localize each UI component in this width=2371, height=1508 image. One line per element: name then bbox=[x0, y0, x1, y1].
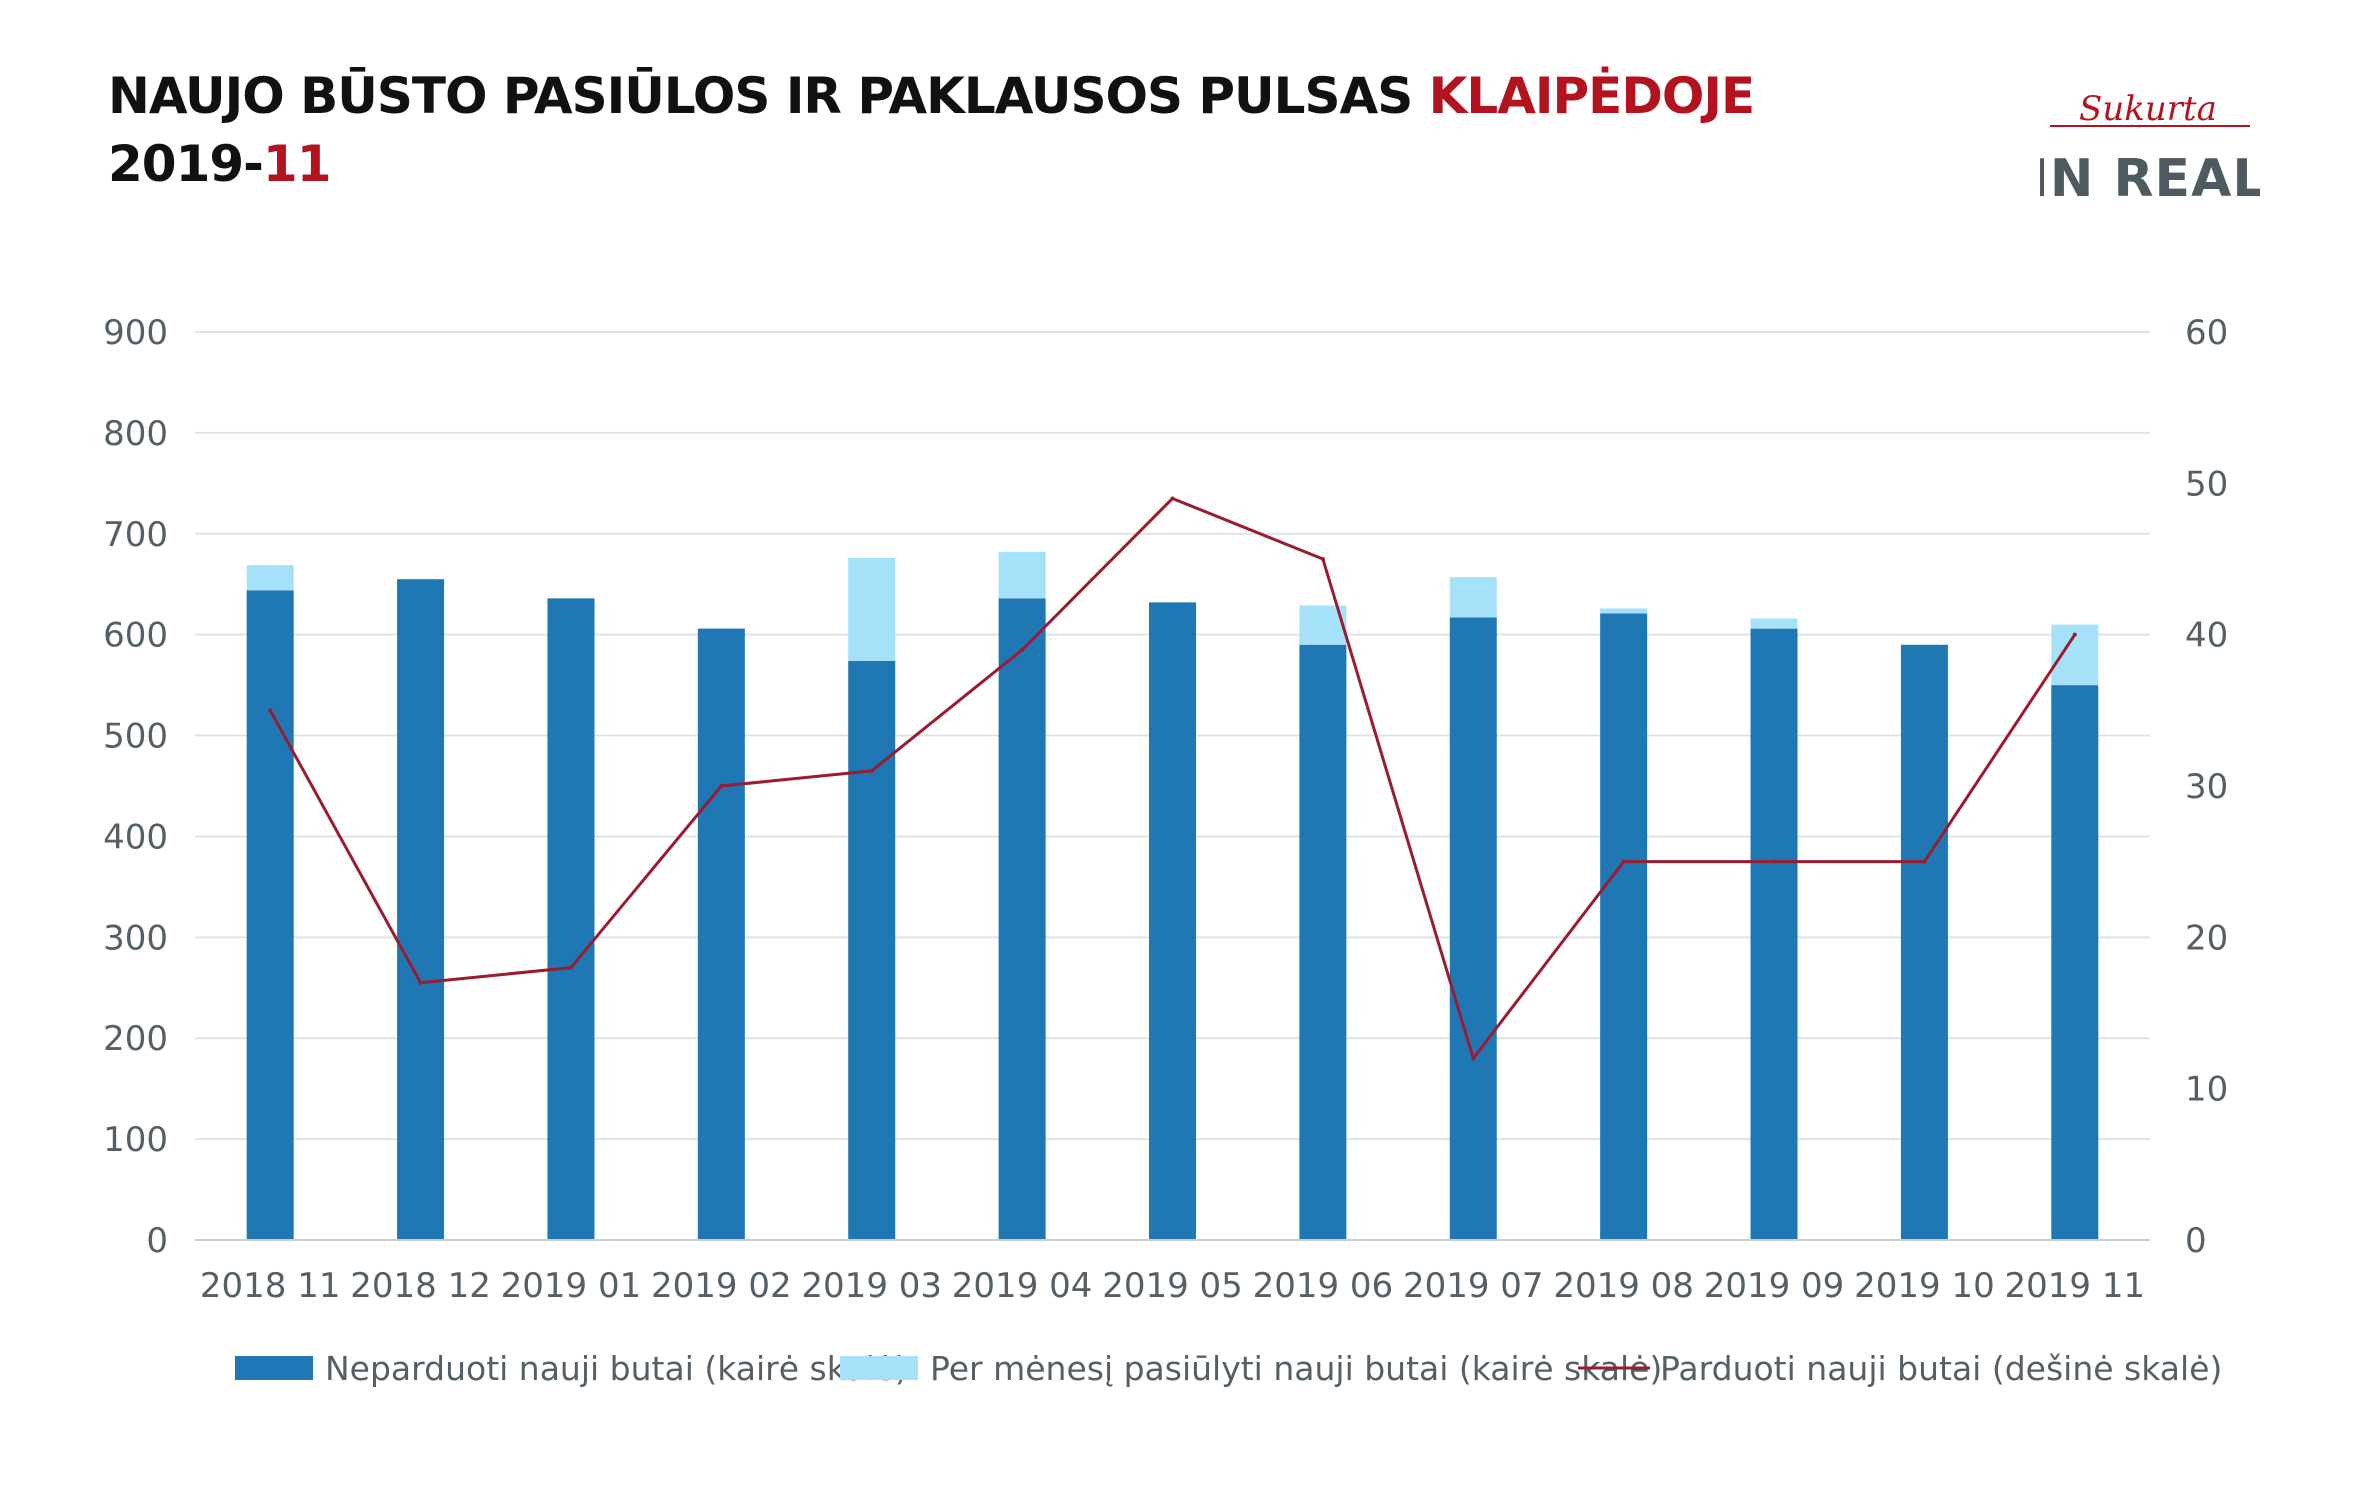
inreal-logo: Sukurta IN REAL bbox=[2040, 89, 2260, 208]
x-axis-tick-label: 2018 12 bbox=[350, 1266, 491, 1306]
right-axis-tick-label: 0 bbox=[2185, 1221, 2207, 1261]
unsold-bar bbox=[848, 660, 896, 1240]
left-axis-tick-label: 0 bbox=[146, 1221, 168, 1261]
right-axis-tick-label: 40 bbox=[2185, 616, 2228, 656]
bars bbox=[246, 551, 2099, 1240]
unsold-bar bbox=[697, 628, 745, 1240]
left-axis-tick-label: 800 bbox=[103, 414, 168, 454]
unsold-bar bbox=[1149, 602, 1196, 1240]
subtitle-main: 2019- bbox=[108, 135, 264, 193]
unsold-bar bbox=[1449, 617, 1497, 1240]
left-axis-tick-label: 900 bbox=[103, 313, 168, 353]
left-axis-tick-label: 100 bbox=[103, 1120, 168, 1160]
chart-title: NAUJO BŪSTO PASIŪLOS IR PAKLAUSOS PULSAS… bbox=[108, 62, 1755, 198]
sold-line-point bbox=[1772, 859, 1777, 864]
legend: Neparduoti nauji butai (kairė skalė) Per … bbox=[235, 1349, 2222, 1388]
unsold-bar bbox=[998, 598, 1046, 1240]
x-axis-tick-label: 2019 09 bbox=[1704, 1266, 1845, 1306]
unsold-bar bbox=[397, 579, 445, 1240]
sold-line-point bbox=[268, 708, 273, 713]
sold-line-layer bbox=[268, 496, 2077, 1061]
sold-line-point bbox=[1320, 557, 1325, 561]
unsold-bar bbox=[2051, 685, 2099, 1240]
axes: 0 100 200 300 400 500 600 700 800 900 0 10 20 30 40 50 6… bbox=[103, 313, 2228, 1306]
x-axis-tick-label: 2018 11 bbox=[200, 1266, 341, 1306]
sold-line-point bbox=[869, 768, 874, 773]
offered-bar bbox=[848, 557, 896, 661]
unsold-bar bbox=[246, 590, 294, 1240]
left-axis-tick-label: 600 bbox=[103, 616, 168, 656]
sold-line-point bbox=[418, 980, 423, 985]
left-axis-tick-label: 700 bbox=[103, 515, 168, 555]
x-axis-tick-label: 2019 04 bbox=[952, 1266, 1093, 1306]
sold-line-point bbox=[1170, 496, 1175, 501]
sold-line-point bbox=[1471, 1056, 1476, 1061]
logo-brand-text: IN REAL bbox=[2040, 149, 2260, 208]
legend-label-sold: Parduoti nauji butai (dešinė skalė) bbox=[1660, 1349, 2222, 1388]
x-axis-tick-label: 2019 03 bbox=[801, 1266, 942, 1306]
left-axis-tick-label: 500 bbox=[103, 717, 168, 757]
title-line-2: 2019-11 bbox=[108, 130, 1754, 198]
logo-script-text: Sukurta bbox=[2079, 89, 2217, 129]
sold-line-point bbox=[719, 784, 724, 788]
left-axis-tick-label: 300 bbox=[103, 918, 168, 958]
sold-line-point bbox=[568, 965, 573, 970]
unsold-bar bbox=[1600, 613, 1648, 1240]
right-axis-tick-label: 60 bbox=[2185, 313, 2228, 353]
x-axis-tick-label: 2019 10 bbox=[1854, 1266, 1995, 1306]
sold-line-point bbox=[1922, 859, 1927, 864]
unsold-bar bbox=[547, 598, 595, 1240]
offered-bar bbox=[1750, 618, 1798, 629]
legend-swatch-offered bbox=[840, 1356, 918, 1380]
x-axis-tick-label: 2019 06 bbox=[1253, 1266, 1394, 1306]
x-axis-tick-label: 2019 07 bbox=[1403, 1266, 1544, 1306]
sold-line-point bbox=[2072, 632, 2077, 637]
subtitle-accent: 11 bbox=[262, 135, 332, 193]
title-main: NAUJO BŪSTO PASIŪLOS IR PAKLAUSOS PULSAS bbox=[108, 67, 1429, 125]
unsold-bar bbox=[1299, 644, 1347, 1240]
legend-label-unsold: Neparduoti nauji butai (kairė skalė) bbox=[325, 1349, 908, 1388]
offered-bar bbox=[998, 551, 1046, 599]
title-line-1: NAUJO BŪSTO PASIŪLOS IR PAKLAUSOS PULSAS… bbox=[108, 62, 1755, 130]
unsold-bar bbox=[1900, 644, 1948, 1240]
sold-line-point bbox=[1621, 859, 1626, 864]
offered-bar bbox=[1600, 608, 1648, 614]
left-axis-tick-label: 200 bbox=[103, 1019, 168, 1059]
offered-bar bbox=[246, 565, 294, 591]
sold-line-point bbox=[1020, 647, 1025, 652]
legend-swatch-unsold bbox=[235, 1356, 313, 1380]
x-axis-tick-label: 2019 05 bbox=[1102, 1266, 1243, 1306]
legend-label-offered: Per mėnesį pasiūlyti nauji butai (kairė … bbox=[930, 1349, 1662, 1388]
unsold-bar bbox=[1750, 628, 1798, 1240]
offered-bar bbox=[1449, 577, 1497, 618]
x-axis-tick-label: 2019 02 bbox=[651, 1266, 792, 1306]
right-axis-tick-label: 50 bbox=[2185, 464, 2228, 504]
x-axis-tick-label: 2019 01 bbox=[501, 1266, 642, 1306]
right-axis-tick-label: 20 bbox=[2185, 918, 2228, 958]
x-axis-tick-label: 2019 11 bbox=[2005, 1266, 2146, 1306]
title-accent: KLAIPĖDOJE bbox=[1428, 67, 1755, 125]
x-axis-tick-label: 2019 08 bbox=[1553, 1266, 1694, 1306]
left-axis-tick-label: 400 bbox=[103, 817, 168, 857]
right-axis-tick-label: 10 bbox=[2185, 1070, 2228, 1110]
right-axis-tick-label: 30 bbox=[2185, 767, 2228, 807]
